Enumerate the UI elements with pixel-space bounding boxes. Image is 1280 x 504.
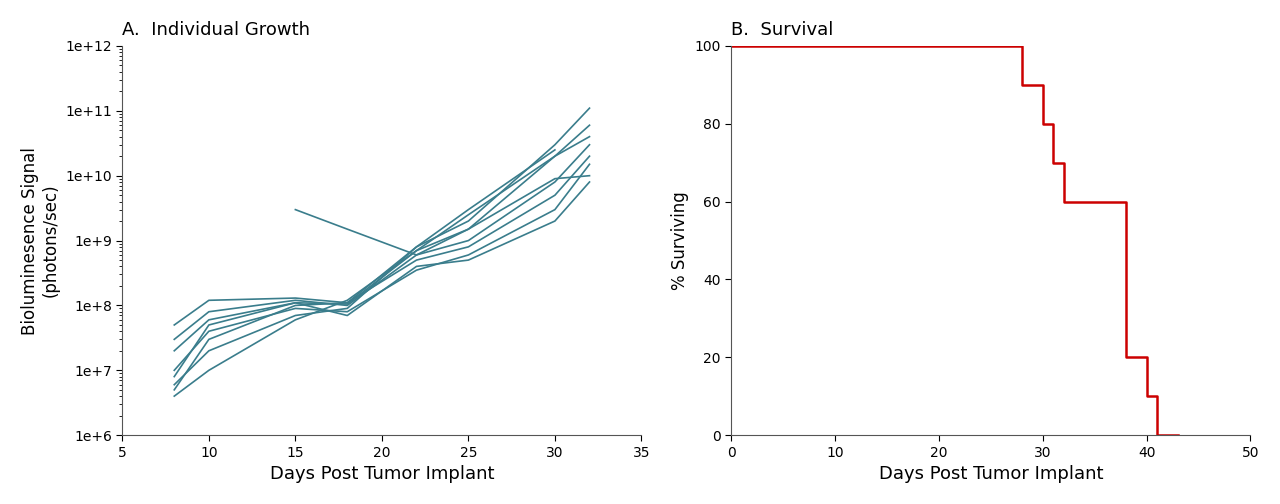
X-axis label: Days Post Tumor Implant: Days Post Tumor Implant — [878, 465, 1103, 483]
Text: A.  Individual Growth: A. Individual Growth — [123, 21, 310, 39]
Text: B.  Survival: B. Survival — [731, 21, 833, 39]
X-axis label: Days Post Tumor Implant: Days Post Tumor Implant — [270, 465, 494, 483]
Y-axis label: Bioluminesence Signal
(photons/sec): Bioluminesence Signal (photons/sec) — [20, 147, 60, 335]
Y-axis label: % Surviving: % Surviving — [671, 191, 689, 290]
